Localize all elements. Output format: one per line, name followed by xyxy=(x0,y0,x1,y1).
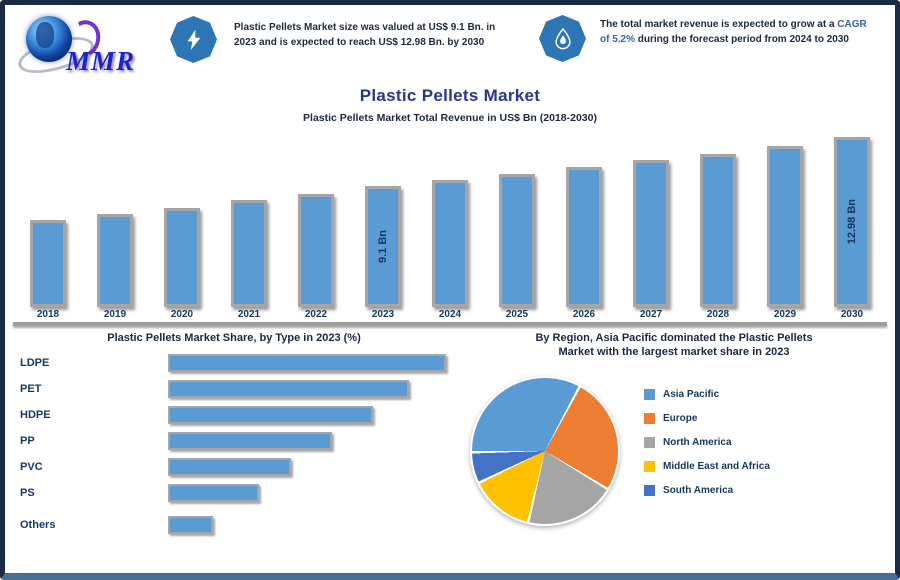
legend-item: Asia Pacific xyxy=(644,388,770,400)
bar-value-label: 12.98 Bn xyxy=(846,199,858,245)
x-axis-year: 2020 xyxy=(170,309,194,320)
cagr-highlight: CAGR of 5.2% xyxy=(600,19,867,45)
chart-subtitle: Plastic Pellets Market Total Revenue in … xyxy=(303,112,597,124)
bar-years: 2018 2019 2020 2021 2022 2023 2024 2025 2026 2027… xyxy=(18,309,882,320)
hbar-category-label: LDPE xyxy=(20,357,50,370)
market-growth-text: The total market revenue is expected to … xyxy=(600,18,872,47)
region-chart-title-line1: By Region, Asia Pacific dominated the Pl… xyxy=(535,332,813,344)
hbar-value-bar xyxy=(168,516,213,535)
hbar-row-ldpe: LDPE xyxy=(18,354,450,373)
growth-text-after: during the forecast period from 2024 to … xyxy=(635,33,849,45)
x-axis-year: 2025 xyxy=(505,309,529,320)
legend-label: Middle East and Africa xyxy=(663,460,770,472)
globe-icon xyxy=(26,16,72,62)
hbar-row-ps: PS xyxy=(18,484,450,503)
revenue-bar-chart: 9.1 Bn 12.98 Bn xyxy=(18,133,882,307)
x-axis-year: 2023 xyxy=(371,309,395,320)
legend-item: North America xyxy=(644,436,770,448)
hbar-row-pvc: PVC xyxy=(18,458,450,477)
x-axis-year: 2027 xyxy=(639,309,663,320)
legend-label: Asia Pacific xyxy=(663,388,720,400)
type-chart-title: Plastic Pellets Market Share, by Type in… xyxy=(107,332,361,344)
page-title: Plastic Pellets Market xyxy=(359,86,541,105)
x-axis-year: 2028 xyxy=(706,309,730,320)
hbar-value-bar xyxy=(168,354,446,373)
hbar-rows: LDPE PET HDPE PP PVC PS Others xyxy=(18,354,450,535)
hbar-row-pp: PP xyxy=(18,432,450,451)
bar-2027 xyxy=(633,160,669,307)
x-axis-year: 2019 xyxy=(103,309,127,320)
bar-2020 xyxy=(164,208,200,307)
hbar-category-label: PVC xyxy=(20,461,43,474)
x-axis-year: 2029 xyxy=(773,309,797,320)
bar-columns: 9.1 Bn 12.98 Bn xyxy=(18,133,882,307)
region-share-chart: By Region, Asia Pacific dominated the Pl… xyxy=(460,332,888,562)
x-axis-year: 2030 xyxy=(840,309,864,320)
bar-2024 xyxy=(432,180,468,307)
hbar-row-pet: PET xyxy=(18,380,450,399)
region-pie-chart xyxy=(470,376,620,526)
x-axis-year: 2022 xyxy=(304,309,328,320)
lightning-icon xyxy=(183,29,205,51)
stat-badge-growth xyxy=(539,15,586,62)
bar-2026 xyxy=(566,167,602,307)
stat-badge-valuation xyxy=(170,16,217,63)
hbar-category-label: HDPE xyxy=(20,409,51,422)
pie-legend: Asia Pacific Europe North America Middle Ea… xyxy=(644,388,770,508)
market-valuation-text: Plastic Pellets Market size was valued a… xyxy=(234,22,496,48)
growth-text-before: The total market revenue is expected to … xyxy=(600,19,838,30)
hbar-value-bar xyxy=(168,406,373,425)
legend-color-swatch xyxy=(644,412,655,424)
hbar-row-others: Others xyxy=(18,516,450,535)
x-axis-year: 2021 xyxy=(237,309,261,320)
hbar-category-label: PS xyxy=(20,487,35,500)
bar-2021 xyxy=(231,200,267,307)
x-axis-year: 2018 xyxy=(36,309,60,320)
hbar-value-bar xyxy=(168,380,409,399)
legend-item: Middle East and Africa xyxy=(644,460,770,472)
legend-item: South America xyxy=(644,484,770,496)
water-drop-icon xyxy=(552,27,574,51)
legend-color-swatch xyxy=(644,388,655,400)
legend-label: North America xyxy=(663,436,732,448)
hbar-category-label: Others xyxy=(20,519,56,532)
hbar-value-bar xyxy=(168,484,259,503)
legend-item: Europe xyxy=(644,412,770,424)
x-axis-year: 2026 xyxy=(572,309,596,320)
hbar-value-bar xyxy=(168,458,291,477)
hbar-category-label: PET xyxy=(20,383,42,396)
legend-label: South America xyxy=(663,484,734,496)
axis-divider-line xyxy=(13,322,887,326)
bar-value-label: 9.1 Bn xyxy=(377,229,389,263)
bar-2022 xyxy=(298,194,334,307)
legend-color-swatch xyxy=(644,460,655,472)
type-share-chart: Plastic Pellets Market Share, by Type in… xyxy=(18,332,450,542)
bar-2029 xyxy=(767,146,803,307)
bar-2023: 9.1 Bn xyxy=(365,186,401,307)
hbar-category-label: PP xyxy=(20,435,35,448)
bar-2030: 12.98 Bn xyxy=(834,137,870,307)
legend-label: Europe xyxy=(663,412,698,424)
bar-2019 xyxy=(97,214,133,307)
mmr-logo: MMR xyxy=(14,12,150,81)
legend-color-swatch xyxy=(644,484,655,496)
logo-text: MMR xyxy=(66,46,136,76)
legend-color-swatch xyxy=(644,436,655,448)
hbar-value-bar xyxy=(168,432,332,451)
hbar-row-hdpe: HDPE xyxy=(18,406,450,425)
bar-2018 xyxy=(30,220,66,307)
region-chart-title-line2: Market with the largest market share in … xyxy=(558,345,790,358)
x-axis-year: 2024 xyxy=(438,309,462,320)
bar-2025 xyxy=(499,174,535,307)
bar-2028 xyxy=(700,154,736,307)
